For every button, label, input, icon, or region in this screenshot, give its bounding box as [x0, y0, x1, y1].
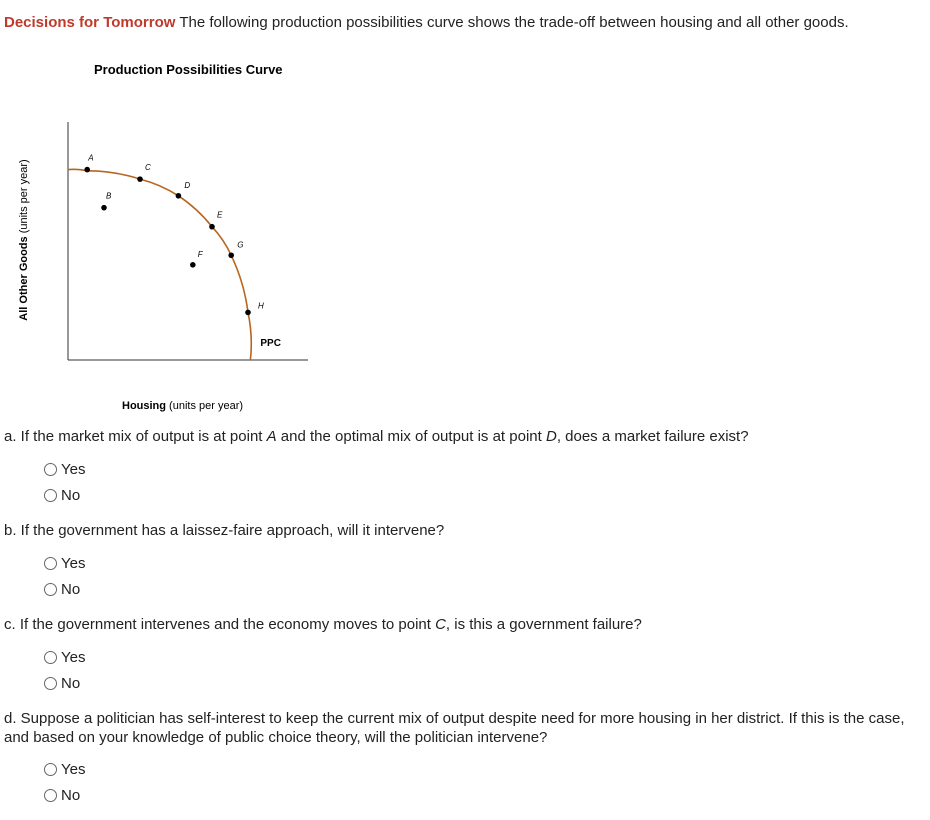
question-text: D — [545, 428, 557, 445]
question-text: a. If the market mix of output is at poi… — [4, 428, 267, 445]
radio-button[interactable] — [44, 489, 57, 502]
y-label-bold: All Other Goods — [18, 236, 30, 320]
point-label: B — [106, 192, 112, 201]
point — [137, 176, 143, 182]
radio-option[interactable]: Yes — [44, 461, 85, 478]
radio-option[interactable]: No — [44, 581, 80, 598]
point — [190, 262, 196, 268]
point — [209, 223, 215, 230]
point — [245, 309, 251, 316]
point-label: E — [217, 211, 223, 220]
point-label: D — [184, 181, 190, 190]
chart: Production Possibilities Curve Housing (… — [18, 62, 308, 412]
point-label: C — [145, 163, 151, 172]
option-label: Yes — [61, 761, 86, 778]
radio-option[interactable]: No — [44, 487, 80, 504]
question-text: and the optimal mix of output is at poin… — [276, 428, 546, 445]
point — [175, 192, 182, 199]
option-label: Yes — [61, 461, 86, 478]
radio-button[interactable] — [44, 677, 57, 690]
radio-button[interactable] — [44, 651, 57, 664]
header-lead: Decisions for Tomorrow — [4, 14, 176, 31]
option-label: No — [61, 487, 81, 504]
radio-button[interactable] — [44, 463, 57, 476]
question: d. Suppose a politician has self-interes… — [4, 709, 919, 747]
radio-option[interactable]: No — [44, 787, 80, 804]
curve-label: PPC — [260, 338, 281, 349]
question-text: b. If the government has a laissez-faire… — [4, 522, 445, 539]
header-text: The following production possibilities c… — [175, 14, 849, 31]
x-label-bold: Housing — [122, 400, 166, 412]
point — [84, 166, 90, 173]
question-text: C — [435, 616, 446, 633]
option-label: No — [61, 675, 81, 692]
chart-title: Production Possibilities Curve — [94, 62, 283, 77]
question-text: , does a market failure exist? — [556, 428, 749, 445]
option-label: Yes — [61, 555, 86, 572]
x-label-rest: (units per year) — [166, 400, 243, 412]
x-axis-label: Housing (units per year) — [122, 400, 243, 412]
radio-option[interactable]: No — [44, 675, 80, 692]
point — [228, 252, 234, 259]
point-label: G — [237, 240, 243, 249]
radio-option[interactable]: Yes — [44, 761, 85, 778]
question-text: d. Suppose a politician has self-interes… — [4, 710, 905, 746]
question-text: , is this a government failure? — [445, 616, 642, 633]
question: b. If the government has a laissez-faire… — [4, 521, 919, 540]
question-text: A — [266, 428, 277, 445]
point-label: F — [198, 250, 204, 259]
point-label: H — [258, 301, 264, 310]
y-label-rest: (units per year) — [18, 159, 30, 236]
radio-option[interactable]: Yes — [44, 555, 85, 572]
point — [101, 204, 107, 211]
option-label: No — [61, 581, 81, 598]
ppc-curve — [67, 168, 253, 361]
y-axis-label: All Other Goods (units per year) — [18, 159, 30, 320]
radio-option[interactable]: Yes — [44, 649, 85, 666]
point-label: A — [87, 154, 93, 163]
header: Decisions for Tomorrow The following pro… — [4, 14, 849, 31]
option-label: No — [61, 787, 81, 804]
radio-button[interactable] — [44, 763, 57, 776]
question: c. If the government intervenes and the … — [4, 615, 919, 634]
radio-button[interactable] — [44, 583, 57, 596]
question-text: c. If the government intervenes and the … — [4, 616, 436, 633]
option-label: Yes — [61, 649, 86, 666]
question: a. If the market mix of output is at poi… — [4, 427, 919, 446]
radio-button[interactable] — [44, 557, 57, 570]
radio-button[interactable] — [44, 789, 57, 802]
